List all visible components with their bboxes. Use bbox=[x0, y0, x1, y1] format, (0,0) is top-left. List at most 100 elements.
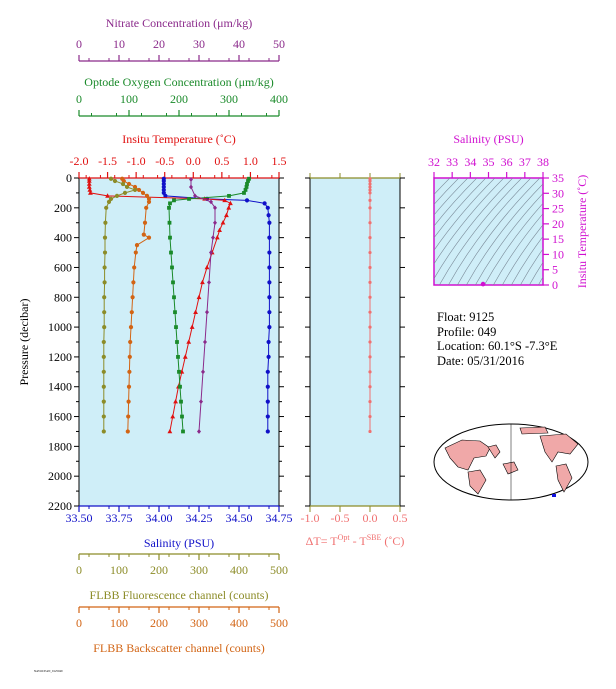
ts-y-tick-label: 25 bbox=[552, 202, 564, 216]
temperature-point bbox=[88, 190, 93, 195]
temperature-point bbox=[86, 181, 92, 186]
fluorescence-point bbox=[102, 324, 107, 330]
backscatter-axis-title: FLBB Backscatter channel (counts) bbox=[93, 641, 265, 655]
ts-y-tick-label: 10 bbox=[552, 247, 564, 261]
salinity-point bbox=[163, 193, 168, 198]
ts-x-tick-label: 38 bbox=[537, 155, 549, 169]
oxygen-point bbox=[180, 414, 184, 419]
ts-contour bbox=[466, 183, 543, 285]
map-float-location bbox=[552, 494, 556, 497]
oxygen-point bbox=[242, 191, 246, 195]
backscatter-point bbox=[126, 181, 132, 187]
y-tick-label: 2200 bbox=[48, 499, 72, 513]
salinity-point bbox=[267, 265, 272, 270]
ts-contour bbox=[502, 224, 543, 285]
oxygen-point bbox=[177, 369, 181, 374]
oxygen-point bbox=[176, 355, 180, 359]
nitrate-tick-label: 0 bbox=[76, 37, 82, 51]
salinity-point bbox=[265, 399, 270, 404]
temperature-axis-title: Insitu Temperature (˚C) bbox=[122, 132, 236, 146]
nitrate-point bbox=[203, 339, 207, 345]
oxygen-tick-label: 300 bbox=[220, 92, 238, 106]
oxygen-point bbox=[171, 280, 175, 285]
oxygen-point bbox=[181, 429, 185, 434]
fluorescence-tick-label: 400 bbox=[230, 563, 248, 577]
deltaT-point bbox=[368, 221, 372, 225]
temperature-point bbox=[186, 339, 192, 344]
map-landmass bbox=[539, 433, 579, 463]
map-landmass bbox=[444, 439, 491, 471]
backscatter-point bbox=[126, 399, 131, 404]
deltaT-axis-title-part: - T bbox=[350, 534, 368, 548]
temperature-point bbox=[200, 279, 205, 285]
backscatter-point bbox=[144, 205, 149, 210]
oxygen-point bbox=[167, 205, 171, 210]
nitrate-point bbox=[207, 279, 211, 285]
temperature-point bbox=[204, 264, 210, 270]
location: Location: 60.1°S -7.3°E bbox=[437, 339, 558, 353]
salinity-point bbox=[265, 205, 270, 210]
temperature-point bbox=[193, 309, 198, 314]
nitrate-point bbox=[213, 220, 217, 226]
ts-contour bbox=[493, 213, 543, 285]
backscatter-point bbox=[128, 339, 133, 345]
backscatter-tick-label: 500 bbox=[270, 616, 288, 630]
ts-y-tick-label: 20 bbox=[552, 217, 564, 231]
salinity-point bbox=[265, 414, 270, 419]
map-landmass bbox=[502, 461, 519, 475]
temperature-point bbox=[228, 200, 233, 206]
nitrate-point bbox=[189, 184, 193, 190]
oxygen-point bbox=[247, 176, 251, 181]
fluorescence-point bbox=[108, 196, 114, 201]
backscatter-tick-label: 200 bbox=[150, 616, 168, 630]
temperature-point bbox=[220, 220, 226, 225]
salinity-axis-title: Salinity (PSU) bbox=[144, 536, 214, 550]
deltaT-axis-title-part: ΔT= T bbox=[306, 534, 339, 548]
deltaT-point bbox=[368, 188, 372, 192]
oxygen-point bbox=[187, 196, 191, 201]
fluorescence-point bbox=[101, 369, 106, 374]
salinity-point bbox=[161, 187, 166, 193]
temperature-point bbox=[217, 227, 222, 232]
deltaT-tick-label: 0.0 bbox=[363, 511, 378, 525]
y-tick-label: 800 bbox=[54, 290, 72, 304]
nitrate-point bbox=[213, 205, 217, 211]
deltaT-point bbox=[368, 340, 372, 344]
deltaT-axis-title-part: (˚C) bbox=[381, 534, 404, 548]
backscatter-point bbox=[141, 232, 146, 237]
fluorescence-point bbox=[102, 310, 107, 315]
salinity-point bbox=[266, 354, 271, 360]
salinity-point bbox=[262, 201, 267, 206]
date: Date: 05/31/2016 bbox=[437, 353, 525, 368]
oxygen-tick-label: 200 bbox=[170, 92, 188, 106]
y-tick-label: 1400 bbox=[48, 380, 72, 394]
salinity-point bbox=[266, 213, 271, 218]
temperature-tick-label: 0.5 bbox=[214, 154, 229, 168]
map-landmass bbox=[487, 444, 501, 459]
nitrate-tick-label: 40 bbox=[233, 37, 245, 51]
oxygen-point bbox=[170, 265, 174, 270]
fluorescence-point bbox=[124, 184, 130, 190]
y-tick-label: 0 bbox=[66, 171, 72, 185]
y-axis-label: Pressure (decibar) bbox=[17, 299, 31, 386]
salinity-point bbox=[267, 280, 272, 285]
temperature-point bbox=[222, 197, 228, 203]
deltaT-point bbox=[368, 206, 372, 210]
deltaT-point bbox=[368, 370, 372, 374]
salinity-tick-label: 34.75 bbox=[266, 511, 293, 525]
oxygen-tick-label: 400 bbox=[270, 92, 288, 106]
nitrate-tick-label: 20 bbox=[153, 37, 165, 51]
deltaT-axis-title-part: SBE bbox=[367, 533, 382, 542]
ts-contour bbox=[511, 235, 543, 285]
backscatter-point bbox=[140, 190, 146, 196]
ts-x-tick-label: 32 bbox=[428, 155, 440, 169]
deltaT-axis-title-part: Opt bbox=[338, 533, 351, 542]
ts-x-tick-label: 36 bbox=[501, 155, 513, 169]
y-tick-label: 2000 bbox=[48, 469, 72, 483]
temperature-tick-label: -1.0 bbox=[127, 154, 146, 168]
float-id: Float: 9125 bbox=[437, 310, 495, 324]
ts-x-tick-label: 35 bbox=[483, 155, 495, 169]
oxygen-point bbox=[172, 295, 176, 300]
salinity-tick-label: 33.50 bbox=[66, 511, 93, 525]
